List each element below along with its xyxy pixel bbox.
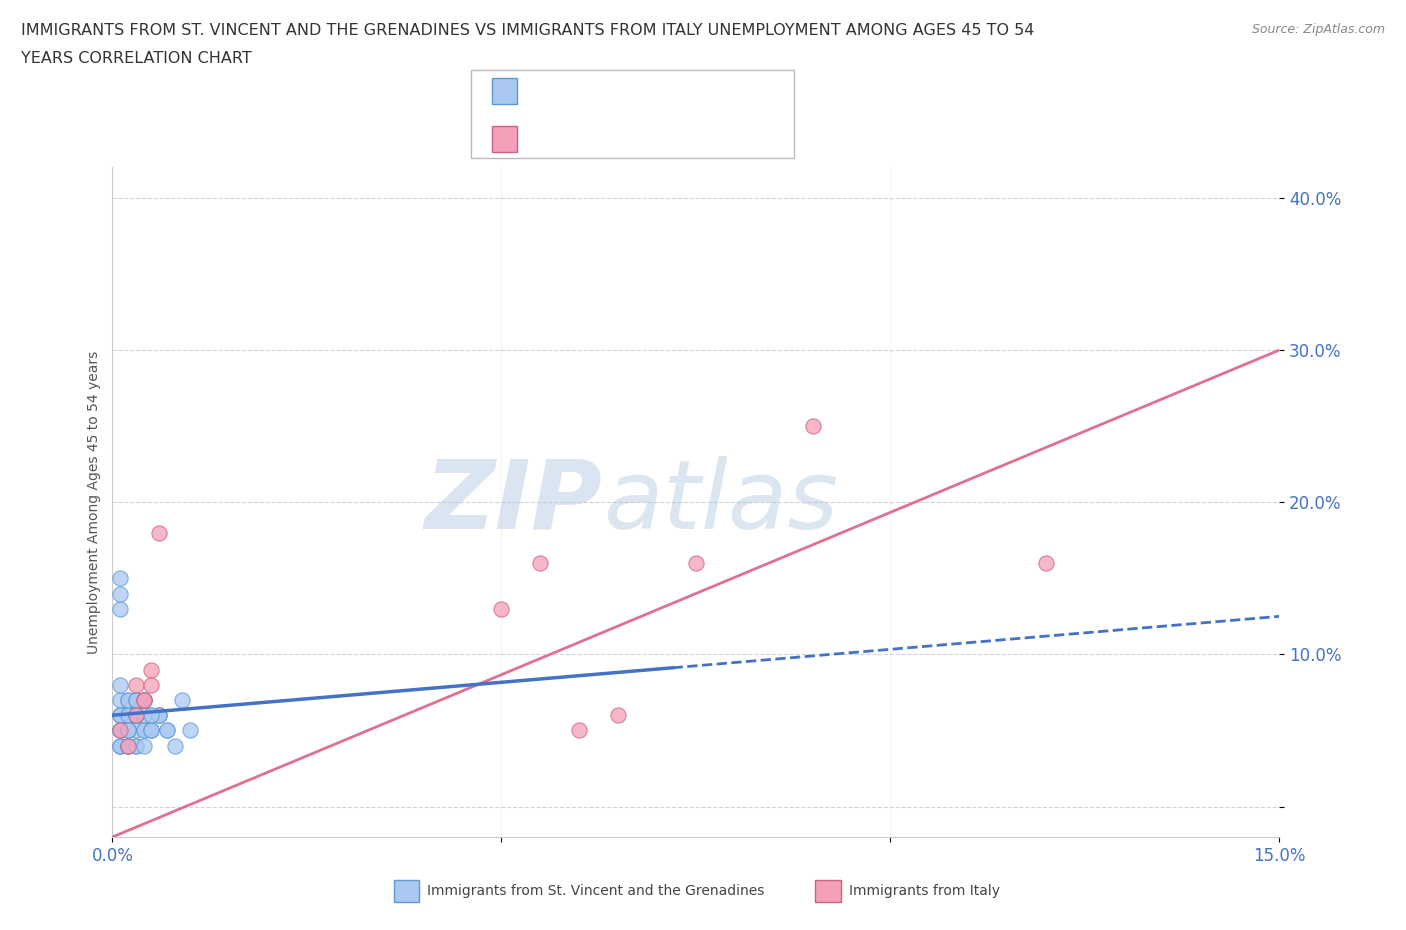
Point [117, 708, 139, 723]
Point [117, 723, 139, 737]
Text: Immigrants from Italy: Immigrants from Italy [849, 884, 1000, 898]
Text: 0.102: 0.102 [560, 84, 607, 99]
Text: 0.609: 0.609 [560, 131, 607, 146]
Point [125, 708, 148, 723]
Point [141, 662, 163, 677]
Point [125, 693, 148, 708]
Point [125, 708, 148, 723]
Text: Immigrants from St. Vincent and the Grenadines: Immigrants from St. Vincent and the Gren… [427, 884, 765, 898]
Point [156, 723, 179, 737]
Point [125, 693, 148, 708]
Point [141, 723, 163, 737]
Point [125, 693, 148, 708]
Point [110, 708, 132, 723]
Y-axis label: Unemployment Among Ages 45 to 54 years: Unemployment Among Ages 45 to 54 years [87, 351, 101, 654]
Point [117, 693, 139, 708]
Text: N =: N = [616, 84, 650, 99]
Point [117, 693, 139, 708]
Point [110, 571, 132, 586]
Point [117, 738, 139, 753]
Point [148, 525, 170, 540]
Point [125, 708, 148, 723]
Point [110, 708, 132, 723]
Text: 61: 61 [650, 84, 671, 99]
Point [110, 738, 132, 753]
Point [141, 708, 163, 723]
Text: Source: ZipAtlas.com: Source: ZipAtlas.com [1251, 23, 1385, 36]
Point [125, 738, 148, 753]
Point [132, 693, 155, 708]
Point [156, 723, 179, 737]
Point [568, 723, 591, 737]
Point [117, 738, 139, 753]
Text: N =: N = [616, 131, 650, 146]
Point [132, 693, 155, 708]
Point [491, 602, 513, 617]
Point [148, 708, 170, 723]
Point [110, 738, 132, 753]
Point [1035, 555, 1057, 570]
Point [132, 708, 155, 723]
Point [801, 418, 824, 433]
Point [117, 708, 139, 723]
Text: 16: 16 [650, 131, 671, 146]
Point [172, 693, 194, 708]
Point [110, 693, 132, 708]
Point [607, 708, 630, 723]
Point [125, 677, 148, 692]
Point [132, 723, 155, 737]
Point [125, 723, 148, 737]
Text: IMMIGRANTS FROM ST. VINCENT AND THE GRENADINES VS IMMIGRANTS FROM ITALY UNEMPLOY: IMMIGRANTS FROM ST. VINCENT AND THE GREN… [21, 23, 1035, 38]
Point [110, 723, 132, 737]
Point [179, 723, 201, 737]
Point [529, 555, 551, 570]
Point [117, 738, 139, 753]
Point [132, 723, 155, 737]
Point [110, 602, 132, 617]
Point [125, 738, 148, 753]
Point [132, 693, 155, 708]
Point [117, 708, 139, 723]
Point [117, 708, 139, 723]
Point [117, 738, 139, 753]
Point [163, 738, 186, 753]
Point [685, 555, 707, 570]
Point [117, 723, 139, 737]
Point [141, 708, 163, 723]
Point [117, 723, 139, 737]
Point [110, 723, 132, 737]
Text: atlas: atlas [603, 456, 838, 549]
Point [125, 693, 148, 708]
Point [132, 693, 155, 708]
Point [117, 708, 139, 723]
Point [125, 708, 148, 723]
Point [110, 738, 132, 753]
Point [141, 723, 163, 737]
Text: YEARS CORRELATION CHART: YEARS CORRELATION CHART [21, 51, 252, 66]
Text: ZIP: ZIP [425, 456, 603, 549]
Point [117, 723, 139, 737]
Point [117, 708, 139, 723]
Text: R =: R = [526, 84, 560, 99]
Point [110, 586, 132, 601]
Point [148, 708, 170, 723]
Point [110, 708, 132, 723]
Point [117, 723, 139, 737]
Point [141, 723, 163, 737]
Point [148, 708, 170, 723]
Point [110, 723, 132, 737]
Point [110, 723, 132, 737]
Point [125, 693, 148, 708]
Point [132, 693, 155, 708]
Point [132, 738, 155, 753]
Point [110, 677, 132, 692]
Text: R =: R = [526, 131, 560, 146]
Point [141, 677, 163, 692]
